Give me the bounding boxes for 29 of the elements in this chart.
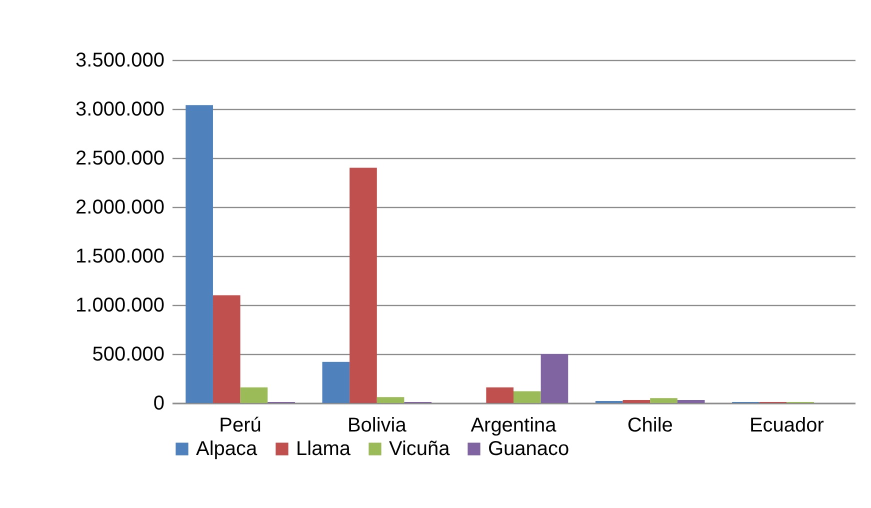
legend-label: Alpaca (196, 438, 258, 460)
y-tick-label: 1.500.000 (76, 246, 164, 268)
bar (540, 354, 568, 403)
y-tick-label: 1.000.000 (76, 294, 164, 316)
bar (212, 295, 240, 403)
legend-label: Guanaco (488, 438, 570, 460)
bar (650, 398, 678, 403)
bar (376, 397, 404, 403)
y-tick-label: 3.000.000 (76, 98, 164, 120)
bar (486, 387, 514, 403)
bar (677, 400, 705, 403)
x-tick-label: Chile (627, 414, 673, 436)
bar (622, 400, 650, 403)
legend-label: Vicuña (389, 438, 451, 460)
bar (240, 387, 268, 403)
bar (514, 391, 541, 403)
x-tick-label: Bolivia (347, 414, 408, 436)
bar (322, 362, 350, 403)
x-tick-label: Argentina (470, 414, 558, 436)
y-tick-label: 3.500.000 (76, 50, 164, 72)
x-tick-label: Ecuador (749, 414, 824, 436)
y-tick-label: 2.500.000 (76, 148, 164, 170)
y-tick-label: 2.000.000 (76, 196, 164, 218)
bar (186, 105, 213, 403)
x-tick-label: Perú (219, 414, 262, 436)
legend-label: Llama (296, 438, 352, 460)
y-tick-label: 500.000 (92, 344, 164, 366)
y-tick-label: 0 (153, 392, 164, 414)
bar (350, 168, 377, 403)
